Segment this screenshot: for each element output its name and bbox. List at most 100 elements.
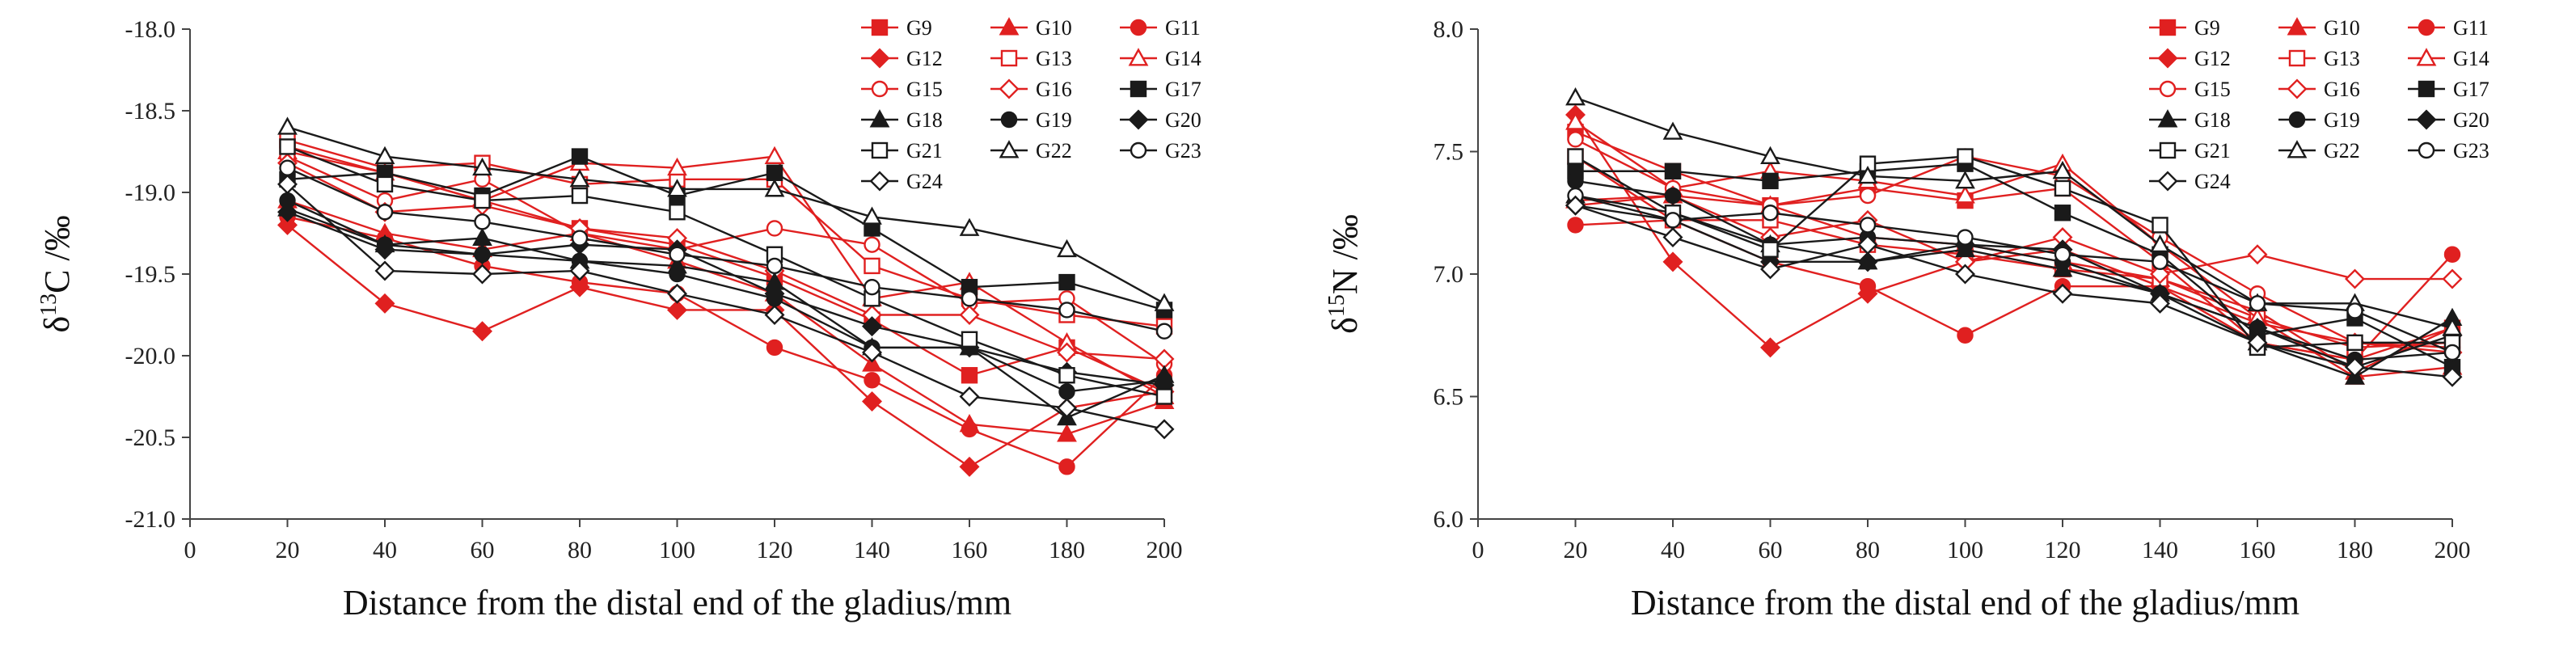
legend-label: G9	[2194, 16, 2220, 40]
legend-swatch-marker	[2418, 80, 2435, 98]
legend-swatch-marker	[2288, 49, 2306, 67]
legend-item: G15	[861, 78, 943, 101]
data-point	[472, 157, 492, 176]
data-point	[1955, 185, 1975, 204]
data-point	[669, 265, 686, 283]
legend-swatch-marker	[871, 19, 889, 36]
x-tick-label: 0	[1472, 537, 1484, 563]
legend-label: G24	[906, 170, 943, 193]
legend-item: G17	[2408, 78, 2489, 101]
data-point	[764, 179, 785, 197]
data-point	[1857, 165, 1878, 184]
legend-swatch-marker	[999, 78, 1020, 99]
y-tick-label: -20.0	[125, 343, 176, 369]
data-point	[667, 283, 687, 304]
data-point	[959, 305, 980, 325]
data-point	[1760, 146, 1780, 165]
data-point	[1567, 148, 1584, 165]
data-point	[1154, 293, 1175, 311]
x-tick-label: 100	[659, 537, 695, 563]
y-tick-label: -18.0	[125, 16, 176, 43]
legend-label: G16	[2324, 78, 2360, 101]
data-point	[864, 372, 880, 389]
data-point	[1760, 337, 1780, 358]
legend-label: G13	[1036, 47, 1072, 70]
legend-item: G15	[2149, 78, 2231, 101]
legend-label: G17	[2453, 78, 2489, 101]
data-point	[2443, 344, 2461, 361]
series-line	[1575, 205, 2453, 378]
data-point	[1955, 264, 1975, 285]
y-tick-label: -21.0	[125, 506, 176, 533]
data-point	[667, 179, 687, 197]
series-line	[1575, 194, 2453, 378]
x-tick-label: 160	[952, 537, 988, 563]
series-line	[1575, 219, 2453, 361]
legend-swatch-marker	[1000, 111, 1018, 129]
series-line	[286, 184, 1165, 431]
series-g23	[279, 159, 1173, 340]
data-point	[374, 146, 395, 165]
series-g19	[279, 192, 1173, 400]
data-point	[571, 187, 589, 205]
data-point	[474, 192, 491, 209]
series-line	[1574, 114, 2453, 354]
legend-swatch-marker	[999, 17, 1020, 36]
data-point	[1957, 229, 1974, 246]
data-point	[764, 305, 785, 325]
data-point	[2443, 246, 2461, 263]
series-g22	[1565, 87, 2463, 336]
series-g9	[279, 138, 1173, 400]
legend-item: G11	[2408, 16, 2489, 40]
legend-label: G24	[2194, 170, 2231, 193]
legend-label: G17	[1165, 78, 1201, 101]
legend-swatch-marker	[869, 109, 890, 128]
data-point	[864, 236, 880, 253]
legend-item: G24	[2149, 170, 2231, 193]
data-point	[2150, 293, 2170, 314]
legend-item: G14	[2408, 47, 2489, 70]
series-line	[287, 199, 1165, 436]
series-line	[1575, 179, 2453, 361]
x-tick-label: 160	[2240, 537, 2276, 563]
data-point	[1058, 458, 1075, 475]
data-point	[2442, 366, 2463, 387]
data-point	[1664, 187, 1682, 205]
data-point	[2249, 295, 2266, 312]
data-point	[1762, 241, 1779, 258]
data-point	[1057, 424, 1077, 442]
legend-label: G15	[906, 78, 943, 101]
data-point	[1762, 172, 1779, 190]
legend-label: G23	[1165, 139, 1201, 162]
legend-label: G19	[1036, 108, 1072, 132]
data-point	[864, 257, 880, 275]
legend-item: G10	[2278, 16, 2360, 40]
data-point	[862, 342, 882, 363]
legend-swatch-marker	[2287, 17, 2308, 36]
legend-swatch-marker	[2157, 171, 2178, 192]
legend-swatch-marker	[2159, 141, 2177, 159]
data-point	[961, 420, 978, 438]
legend-swatch-marker	[2157, 109, 2178, 128]
series-line	[287, 211, 1165, 386]
legend-swatch-marker	[1000, 49, 1018, 67]
data-point	[2150, 264, 2170, 285]
data-point	[669, 246, 686, 263]
data-point	[766, 257, 783, 275]
x-tick-label: 120	[757, 537, 793, 563]
data-point	[862, 391, 882, 412]
data-point	[1565, 112, 1586, 130]
y-tick-label: 7.5	[1434, 139, 1464, 166]
series-g21	[279, 138, 1173, 405]
y-tick-label: -18.5	[125, 98, 176, 124]
data-point	[1565, 195, 1586, 216]
x-tick-label: 0	[184, 537, 196, 563]
legend-item: G13	[2278, 47, 2360, 70]
legend: G9 G10 G11 G12 G13 G14 G15 G16 G17 G18 G19 G20 G21 G2…	[861, 16, 1201, 193]
series-line	[1575, 96, 2453, 329]
x-tick-label: 200	[2435, 537, 2471, 563]
legend-label: G21	[2194, 139, 2231, 162]
x-tick-label: 180	[2337, 537, 2373, 563]
data-point	[1955, 171, 1975, 189]
